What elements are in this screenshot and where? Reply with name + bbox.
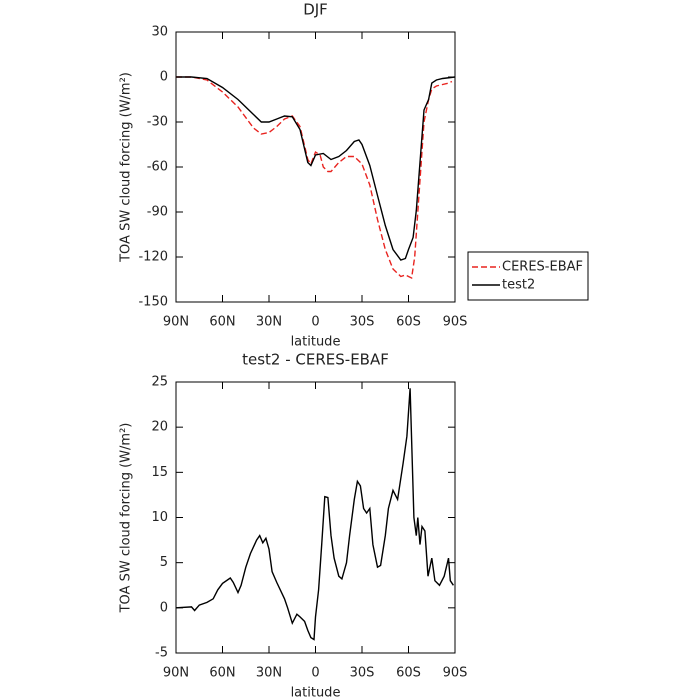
- x-axis-label: latitude: [291, 335, 341, 350]
- x-tick-label: 30N: [256, 315, 282, 330]
- x-tick-label: 90N: [163, 666, 189, 681]
- data-line: [176, 76, 456, 261]
- x-tick-label: 60N: [209, 315, 235, 330]
- x-axis-label: latitude: [291, 686, 341, 700]
- x-tick-label: 90S: [443, 666, 468, 681]
- data-line: [175, 388, 454, 641]
- y-tick-label: 10: [151, 510, 168, 525]
- y-tick-label: -5: [155, 646, 168, 661]
- x-tick-label: 90S: [443, 315, 468, 330]
- x-tick-label: 30S: [350, 666, 375, 681]
- legend-label: test2: [502, 278, 535, 293]
- y-tick-label: -60: [147, 160, 168, 175]
- y-tick-label: 20: [151, 420, 168, 435]
- legend-label: CERES-EBAF: [502, 260, 583, 275]
- y-tick-label: -30: [147, 115, 168, 130]
- data-line: [176, 76, 453, 280]
- x-tick-label: 90N: [163, 315, 189, 330]
- y-axis-label: TOA SW cloud forcing (W/m²): [119, 423, 134, 614]
- x-tick-label: 60N: [209, 666, 235, 681]
- y-tick-label: 0: [160, 70, 168, 85]
- y-tick-label: 25: [151, 375, 168, 390]
- y-tick-label: -90: [147, 205, 168, 220]
- plot-frame: [175, 31, 456, 303]
- y-tick-label: -150: [138, 295, 168, 310]
- x-tick-label: 0: [311, 666, 319, 681]
- x-tick-label: 30S: [350, 315, 375, 330]
- x-tick-label: 30N: [256, 666, 282, 681]
- x-tick-label: 60S: [396, 315, 421, 330]
- y-axis-label: TOA SW cloud forcing (W/m²): [119, 72, 134, 263]
- chart-title: DJF: [303, 1, 328, 19]
- y-tick-label: 15: [151, 465, 168, 480]
- x-tick-label: 0: [311, 315, 319, 330]
- y-tick-label: 5: [160, 555, 168, 570]
- x-tick-label: 60S: [396, 666, 421, 681]
- y-tick-label: -120: [138, 250, 168, 265]
- legend-box: [467, 251, 589, 301]
- y-tick-label: 30: [151, 25, 168, 40]
- y-tick-label: 0: [160, 600, 168, 615]
- chart-title: test2 - CERES-EBAF: [242, 351, 389, 369]
